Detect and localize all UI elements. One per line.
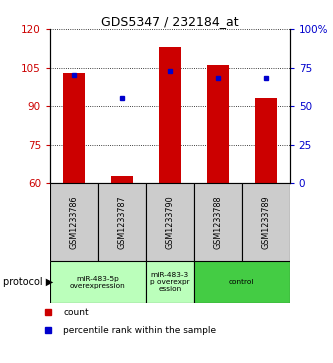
- Bar: [98, 183, 146, 261]
- Bar: [159, 47, 180, 183]
- Title: GDS5347 / 232184_at: GDS5347 / 232184_at: [101, 15, 239, 28]
- Text: protocol ▶: protocol ▶: [3, 277, 54, 287]
- Bar: [50, 183, 98, 261]
- Bar: [207, 65, 228, 183]
- Bar: [255, 98, 276, 183]
- Bar: [50, 261, 146, 303]
- Text: GSM1233787: GSM1233787: [117, 196, 127, 249]
- Bar: [146, 183, 194, 261]
- Bar: [194, 183, 242, 261]
- Text: miR-483-5p
overexpression: miR-483-5p overexpression: [70, 276, 126, 289]
- Bar: [111, 176, 133, 183]
- Text: GSM1233790: GSM1233790: [165, 196, 174, 249]
- Text: count: count: [63, 308, 89, 317]
- Text: GSM1233786: GSM1233786: [69, 196, 79, 249]
- Text: control: control: [229, 279, 254, 285]
- Bar: [146, 261, 194, 303]
- Text: percentile rank within the sample: percentile rank within the sample: [63, 326, 216, 335]
- Bar: [194, 261, 290, 303]
- Bar: [242, 183, 290, 261]
- Text: GSM1233788: GSM1233788: [213, 196, 222, 249]
- Text: miR-483-3
p overexpr
ession: miR-483-3 p overexpr ession: [150, 272, 189, 292]
- Bar: [63, 73, 85, 183]
- Text: GSM1233789: GSM1233789: [261, 196, 270, 249]
